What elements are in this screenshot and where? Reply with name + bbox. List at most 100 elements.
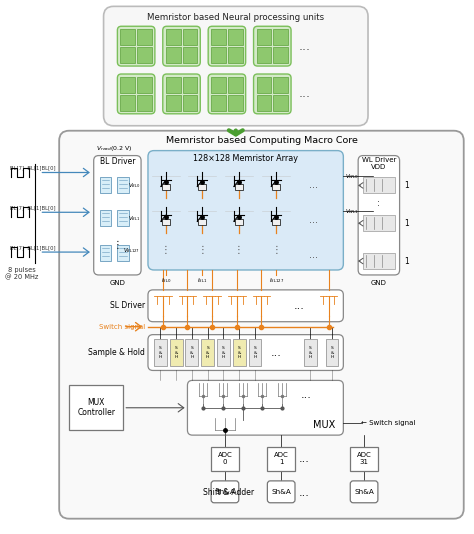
Bar bbox=[120, 29, 135, 45]
Text: ...: ... bbox=[293, 301, 304, 311]
Text: ...: ... bbox=[309, 250, 318, 260]
Bar bbox=[273, 47, 288, 63]
Bar bbox=[272, 184, 280, 191]
Text: ...: ... bbox=[309, 215, 318, 225]
FancyBboxPatch shape bbox=[254, 74, 291, 114]
Text: ...: ... bbox=[299, 88, 311, 100]
Bar bbox=[272, 219, 280, 225]
Text: ...: ... bbox=[301, 390, 311, 400]
Bar bbox=[304, 339, 317, 366]
Text: ⋮: ⋮ bbox=[234, 245, 244, 255]
Bar bbox=[118, 210, 129, 226]
Bar bbox=[137, 29, 152, 45]
Bar bbox=[363, 253, 395, 269]
Text: 1: 1 bbox=[404, 219, 409, 227]
Bar bbox=[118, 245, 129, 261]
Bar bbox=[137, 77, 152, 93]
Text: S
&
H: S & H bbox=[309, 346, 312, 359]
Bar bbox=[166, 77, 181, 93]
Text: ...: ... bbox=[299, 40, 311, 53]
Text: ⋮: ⋮ bbox=[272, 245, 281, 255]
Bar bbox=[170, 339, 182, 366]
Text: BL[7]  BL[1]BL[0]: BL[7] BL[1]BL[0] bbox=[10, 166, 55, 170]
Text: S
&
H: S & H bbox=[330, 346, 334, 359]
Bar bbox=[166, 29, 181, 45]
Bar bbox=[137, 47, 152, 63]
FancyBboxPatch shape bbox=[118, 26, 155, 66]
Text: WL Driver
VDD: WL Driver VDD bbox=[362, 156, 396, 170]
Bar bbox=[154, 339, 167, 366]
Bar bbox=[233, 339, 246, 366]
Text: S
&
H: S & H bbox=[253, 346, 257, 359]
Text: ...: ... bbox=[299, 454, 310, 464]
FancyBboxPatch shape bbox=[94, 155, 141, 275]
Text: 1: 1 bbox=[404, 256, 409, 265]
Text: ← Switch signal: ← Switch signal bbox=[361, 420, 416, 426]
Text: ⋮: ⋮ bbox=[197, 245, 207, 255]
Text: MUX
Controller: MUX Controller bbox=[77, 398, 115, 418]
Text: BL[7]  BL[1]BL[0]: BL[7] BL[1]BL[0] bbox=[10, 205, 55, 210]
Bar bbox=[235, 184, 243, 191]
FancyBboxPatch shape bbox=[148, 290, 343, 321]
Text: 8 pulses
@ 20 MHz: 8 pulses @ 20 MHz bbox=[5, 267, 38, 280]
Bar bbox=[100, 245, 111, 261]
Text: S
&
H: S & H bbox=[159, 346, 162, 359]
Bar bbox=[211, 29, 226, 45]
Bar bbox=[256, 77, 271, 93]
Text: ⋮: ⋮ bbox=[161, 245, 171, 255]
Bar bbox=[69, 386, 123, 430]
Bar bbox=[198, 184, 206, 191]
Bar bbox=[182, 47, 197, 63]
FancyBboxPatch shape bbox=[163, 26, 201, 66]
Bar bbox=[201, 339, 214, 366]
Bar bbox=[228, 47, 243, 63]
Text: SL Driver: SL Driver bbox=[110, 301, 145, 310]
Bar bbox=[256, 47, 271, 63]
Text: Shift & Adder: Shift & Adder bbox=[203, 488, 255, 497]
Bar bbox=[350, 447, 378, 471]
Text: BL Driver: BL Driver bbox=[100, 156, 135, 166]
Bar bbox=[211, 95, 226, 111]
FancyBboxPatch shape bbox=[118, 74, 155, 114]
Bar bbox=[211, 447, 239, 471]
FancyBboxPatch shape bbox=[350, 481, 378, 503]
FancyBboxPatch shape bbox=[254, 26, 291, 66]
Bar bbox=[166, 95, 181, 111]
Text: 1: 1 bbox=[404, 181, 409, 190]
Text: $I_{SL127}$: $I_{SL127}$ bbox=[269, 276, 284, 285]
Bar bbox=[363, 177, 395, 193]
FancyBboxPatch shape bbox=[208, 74, 246, 114]
Text: Sh&A: Sh&A bbox=[215, 489, 235, 495]
Bar bbox=[198, 219, 206, 225]
Text: ...: ... bbox=[299, 488, 310, 498]
Bar bbox=[162, 184, 170, 191]
Bar bbox=[256, 29, 271, 45]
Text: Sh&A: Sh&A bbox=[271, 489, 291, 495]
Bar bbox=[228, 95, 243, 111]
Bar bbox=[363, 215, 395, 231]
FancyBboxPatch shape bbox=[267, 481, 295, 503]
Text: Sh&A: Sh&A bbox=[354, 489, 374, 495]
Text: Switch signal: Switch signal bbox=[99, 324, 145, 329]
Text: GND: GND bbox=[371, 280, 387, 286]
Text: $I_{SL1}$: $I_{SL1}$ bbox=[197, 276, 208, 285]
FancyBboxPatch shape bbox=[163, 74, 201, 114]
Bar bbox=[326, 339, 338, 366]
Text: MUX: MUX bbox=[313, 420, 336, 430]
Text: S
&
H: S & H bbox=[237, 346, 241, 359]
Bar bbox=[273, 77, 288, 93]
FancyBboxPatch shape bbox=[148, 335, 343, 371]
Bar bbox=[118, 177, 129, 193]
Bar bbox=[137, 95, 152, 111]
Bar bbox=[211, 77, 226, 93]
Bar bbox=[235, 219, 243, 225]
Text: S
&
H: S & H bbox=[206, 346, 210, 359]
Text: S
&
H: S & H bbox=[174, 346, 178, 359]
FancyBboxPatch shape bbox=[59, 131, 464, 519]
Bar bbox=[228, 29, 243, 45]
FancyBboxPatch shape bbox=[187, 380, 343, 435]
Bar bbox=[182, 77, 197, 93]
Text: $V_{BL127}$: $V_{BL127}$ bbox=[123, 246, 140, 255]
Bar bbox=[217, 339, 230, 366]
Text: Sample & Hold: Sample & Hold bbox=[88, 348, 145, 357]
